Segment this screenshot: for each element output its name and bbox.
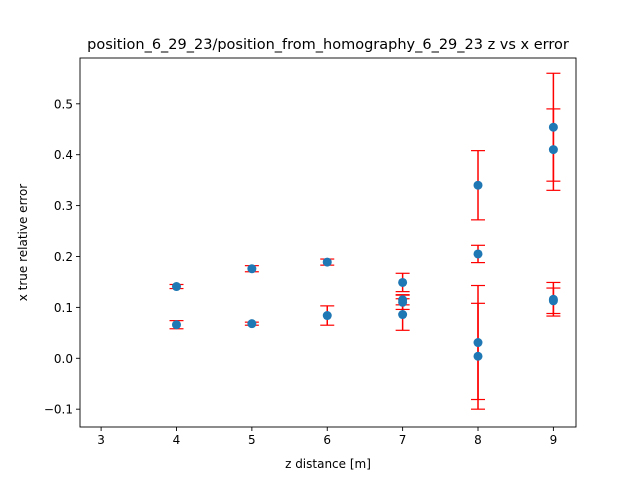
y-axis-label: x true relative error (16, 184, 30, 302)
data-point (171, 282, 181, 292)
x-tick-label: 4 (173, 433, 181, 447)
y-tick-label: 0.5 (54, 97, 73, 111)
data-point (473, 180, 483, 190)
plot-area (79, 57, 577, 428)
data-point (171, 320, 181, 330)
x-tick-label: 6 (323, 433, 331, 447)
data-point (322, 311, 332, 321)
x-tick-label: 9 (550, 433, 558, 447)
x-axis: 3 4 5 6 7 8 9 (97, 427, 557, 447)
data-point (473, 249, 483, 259)
y-tick-label: −0.1 (44, 403, 73, 417)
y-tick-label: 0.1 (54, 301, 73, 315)
marker-layer (171, 122, 558, 361)
data-point (398, 310, 408, 320)
chart-title: position_6_29_23/position_from_homograph… (87, 37, 569, 53)
y-tick-label: 0.2 (54, 250, 73, 264)
data-point (247, 264, 257, 274)
axes-frame (79, 57, 577, 428)
data-point (548, 145, 558, 155)
y-tick-label: 0.4 (54, 148, 73, 162)
x-axis-label: z distance [m] (285, 457, 371, 471)
data-point (473, 351, 483, 361)
data-point (322, 257, 332, 267)
y-tick-label: 0.0 (54, 352, 73, 366)
x-tick-label: 8 (474, 433, 482, 447)
data-point (247, 319, 257, 329)
data-point (473, 338, 483, 348)
x-tick-label: 7 (399, 433, 407, 447)
data-point (548, 296, 558, 306)
y-tick-label: 0.3 (54, 199, 73, 213)
x-tick-label: 5 (248, 433, 256, 447)
y-axis: −0.1 0.0 0.1 0.2 0.3 0.4 0.5 (44, 97, 80, 417)
data-point (398, 277, 408, 287)
data-point (548, 122, 558, 132)
data-point (398, 297, 408, 307)
x-tick-label: 3 (97, 433, 105, 447)
